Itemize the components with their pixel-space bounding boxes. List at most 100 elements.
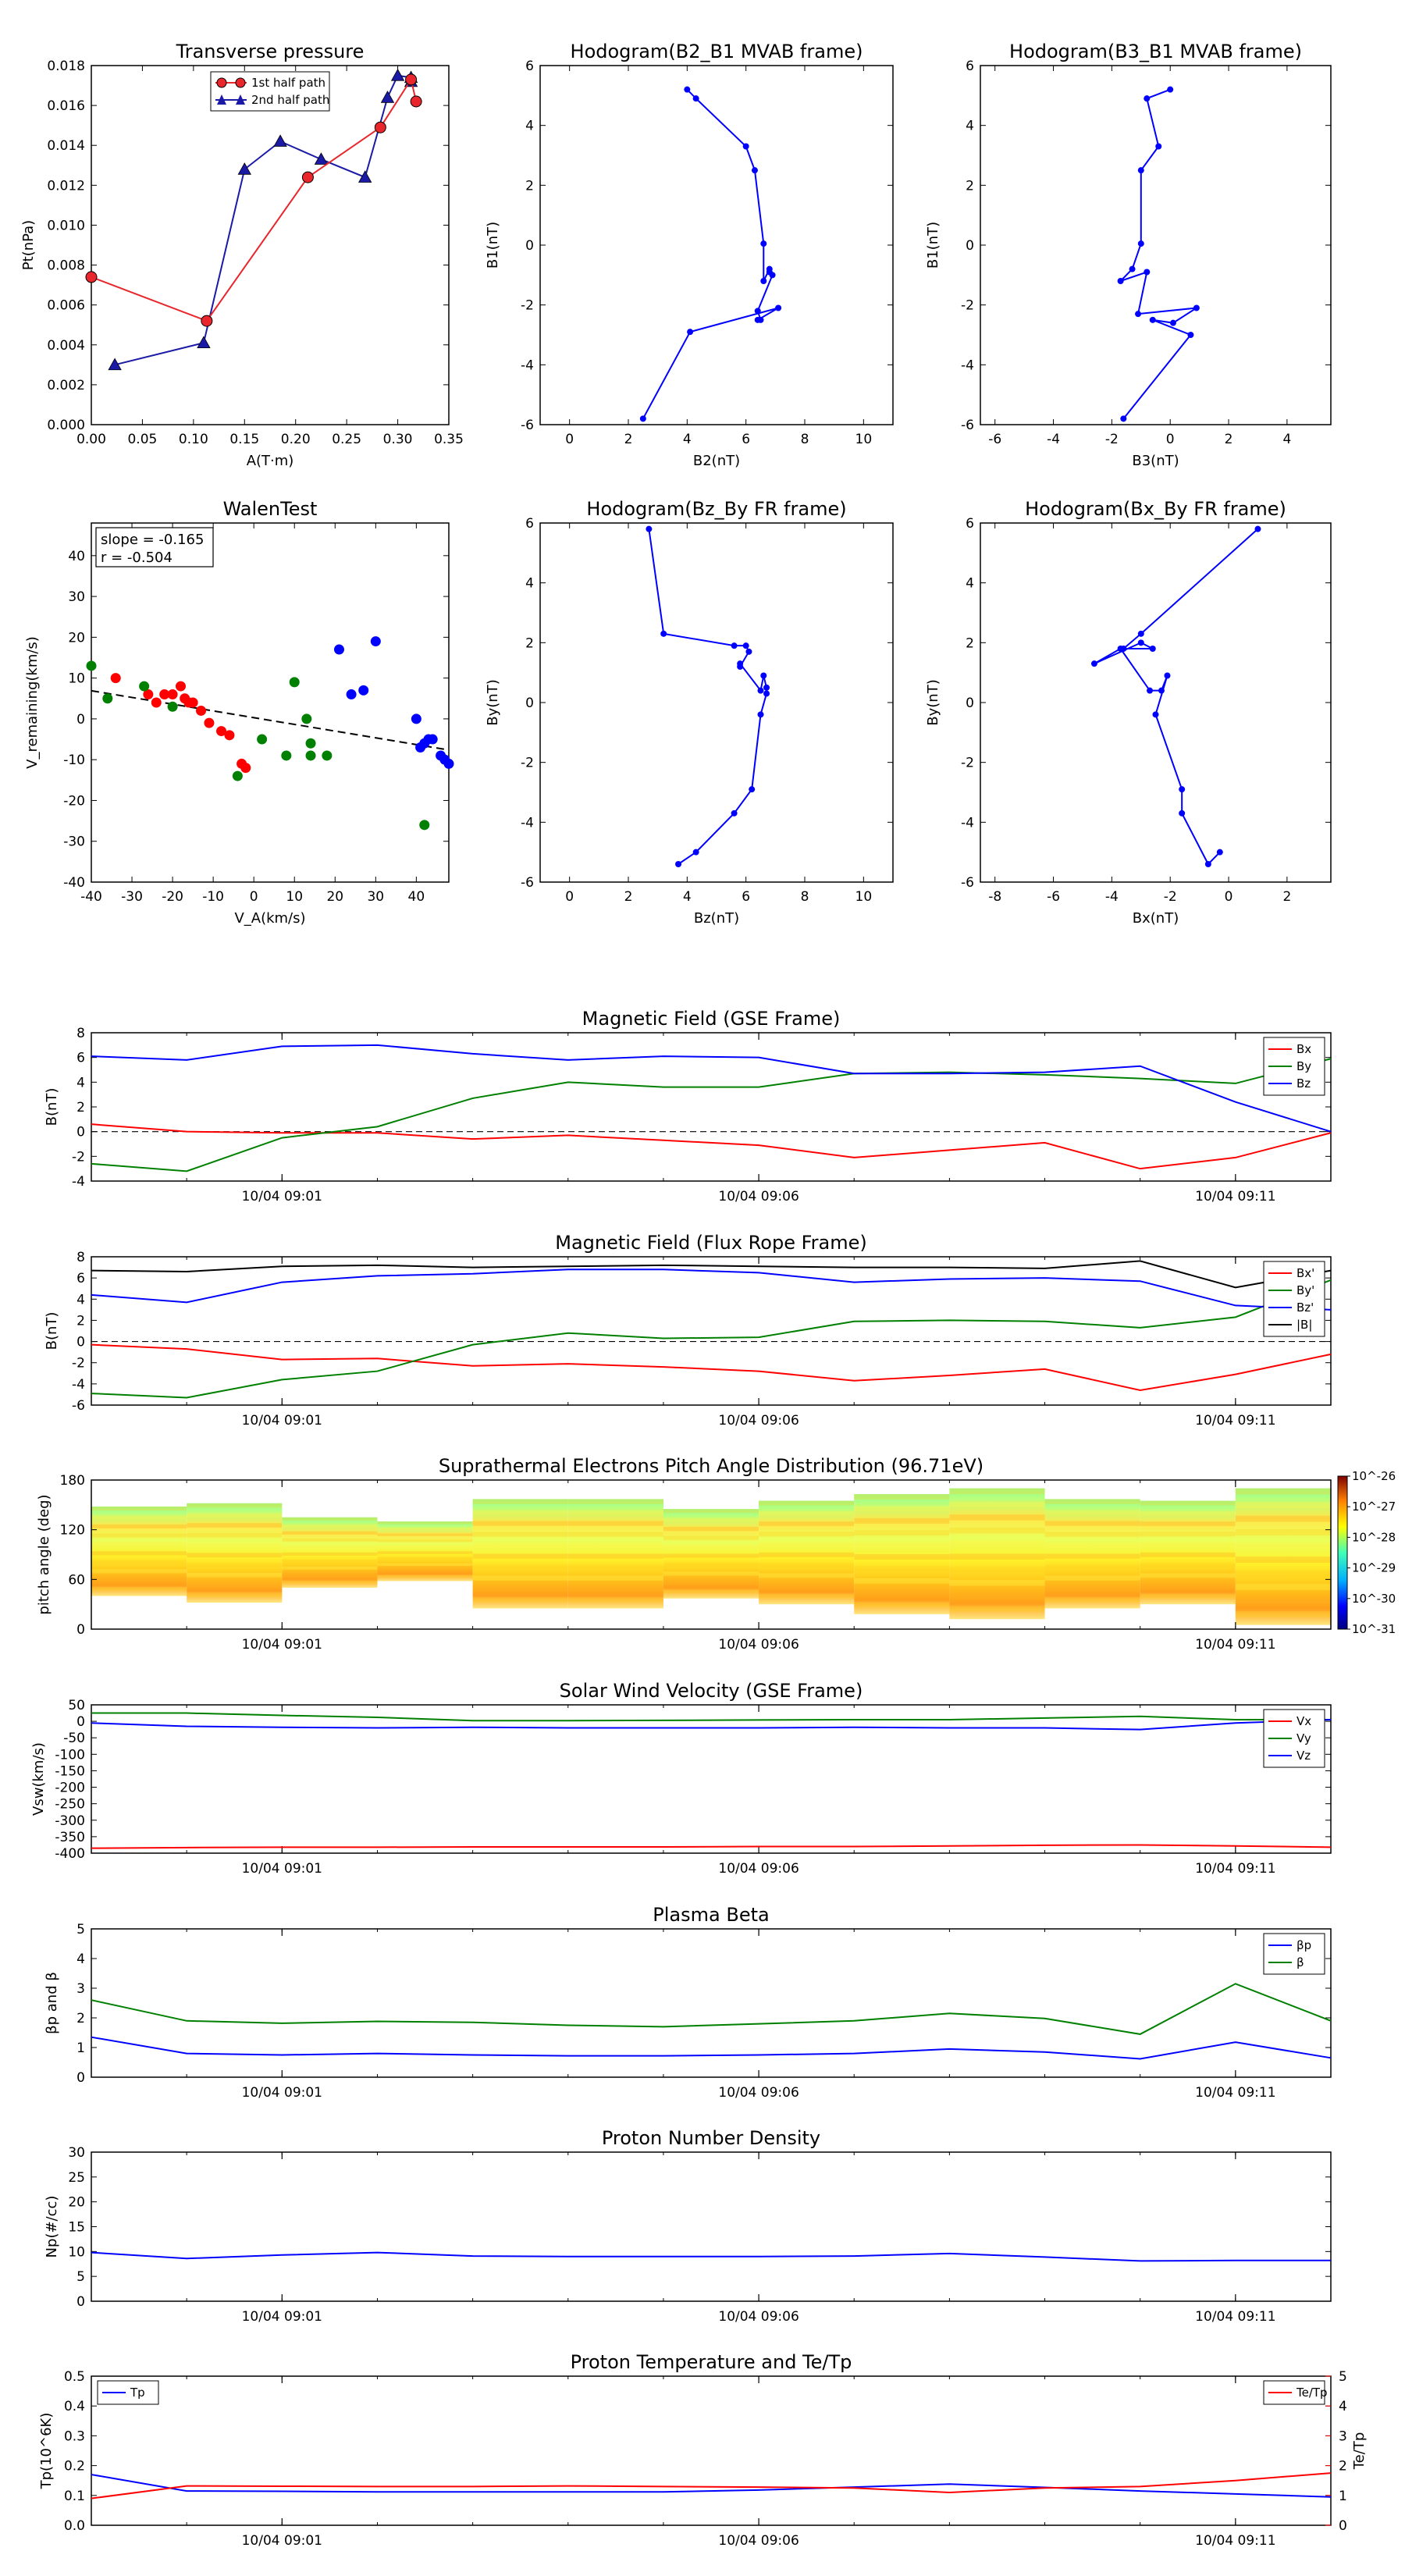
scatter-point [289,677,300,688]
hodogram-point [1137,240,1144,247]
y-tick-label: 2 [525,178,534,194]
scatter-point [301,713,312,724]
y-tick-label: 180 [60,1473,85,1489]
panel-transverse: 0.000 0.002 0.004 0.006 0.008 0.010 0.012 0.014… [20,41,464,469]
hodogram-point [737,660,744,667]
y-tick-label: 4 [76,1952,85,1967]
y-tick-label: -150 [55,1763,85,1779]
y-axis-label: Tp(10^6K) [38,2413,55,2490]
heatmap-column [187,1503,283,1603]
x-tick-label: 10/04 09:06 [718,1189,799,1204]
y-tick-label: 1 [76,2041,85,2056]
heatmap-band [949,1501,1045,1507]
heatmap-band [1140,1563,1236,1568]
x-tick-label: 10/04 09:01 [242,2309,322,2325]
heatmap-band [1235,1597,1331,1604]
y-right-tick-label: 2 [1339,2459,1347,2475]
y-tick-label: 0.010 [47,218,85,233]
colorbar-label: 10^-29 [1352,1561,1396,1575]
circle-marker [405,73,418,86]
heatmap-band [377,1545,473,1549]
hodogram-point [675,861,682,867]
heatmap-band [759,1552,855,1557]
scatter-point [176,681,186,692]
x-tick-label: 10/04 09:11 [1195,1637,1275,1653]
scatter-point [443,758,454,769]
x-tick-label: 0 [1225,889,1233,905]
series-line [91,1123,1332,1170]
scatter-point [370,636,381,647]
scatter-point [167,689,178,700]
scatter-point [110,673,121,684]
heatmap-band [1235,1611,1331,1618]
x-tick-label: 10 [855,432,873,447]
y-tick-label: 40 [68,549,85,564]
scatter-point [281,750,292,761]
y-right-axis-label: Te/Tp [1351,2432,1368,2471]
series-line-1st-half [91,77,418,322]
heatmap-band [1044,1553,1140,1559]
heatmap-band [1235,1515,1331,1522]
circle-marker [410,95,422,108]
hodogram-point [754,308,761,315]
scatter-point [346,689,357,700]
heatmap-band [1044,1564,1140,1570]
x-tick-label: 6 [742,889,750,905]
chart-title: Hodogram(Bx_By FR frame) [1025,498,1286,520]
y-tick-label: -30 [63,834,85,850]
heatmap-band [567,1532,663,1537]
y-tick-label: -6 [521,875,534,891]
x-tick-label: 10/04 09:11 [1195,2309,1275,2325]
hodogram-point [660,630,667,637]
y-tick-label: 2 [525,635,534,651]
heatmap-band [187,1523,283,1528]
legend-marker [217,94,226,105]
x-tick-label: 10/04 09:01 [242,2085,322,2101]
y-tick-label: -4 [521,815,534,831]
x-tick-label: 10/04 09:06 [718,2085,799,2101]
heatmap-band [377,1557,473,1560]
legend-label: Vx [1297,1714,1311,1728]
hodogram-point [749,786,756,793]
y-tick-label: 0 [76,1125,85,1140]
heatmap-band [377,1539,473,1542]
y-tick-label: 0 [76,1622,85,1638]
y-tick-label: 0.2 [64,2459,85,2475]
y-tick-label: 0.0 [64,2518,85,2534]
hodogram-point [775,304,782,311]
heatmap-band [282,1552,378,1556]
hodogram-point [751,167,758,174]
hodogram-point [731,642,738,649]
y-axis-label: V_remaining(km/s) [24,636,41,769]
heatmap-band [91,1569,187,1574]
colorbar-bar [1337,1475,1348,1630]
x-tick-label: -20 [162,889,183,905]
legend-label: Bx [1297,1042,1311,1056]
x-tick-label: 8 [801,889,809,905]
heatmap-band [472,1586,568,1592]
heatmap-band [91,1515,187,1520]
heatmap-band [854,1553,950,1560]
hodogram-point [1179,809,1186,817]
heatmap-band [854,1602,950,1608]
x-tick-label: 10/04 09:01 [242,1861,322,1877]
scatter-point [419,738,430,749]
heatmap-band [1044,1499,1140,1504]
y-tick-label: 6 [525,516,534,532]
x-tick-label: -2 [1164,889,1177,905]
legend-label: β [1297,1955,1304,1969]
heatmap-band [377,1569,473,1572]
y-axis-label: βp and β [44,1972,60,2034]
y-tick-label: 0.004 [47,338,85,354]
y-tick-label: 120 [60,1523,85,1539]
hodogram-line [1119,88,1197,419]
x-tick-label: -30 [121,889,143,905]
heatmap-band [759,1573,855,1578]
x-tick-label: 0.30 [383,432,413,447]
hodogram-point [742,143,749,150]
heatmap-band [663,1580,759,1585]
y-tick-label: 30 [68,2145,85,2161]
hodogram-point [639,415,646,422]
heatmap-band [282,1538,378,1542]
